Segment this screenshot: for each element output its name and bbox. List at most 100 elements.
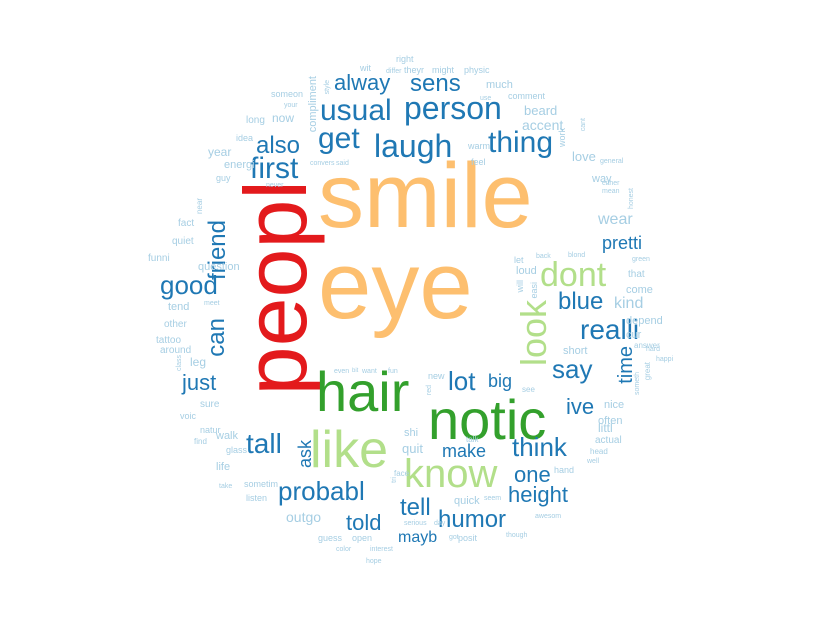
word-make: make xyxy=(442,441,487,461)
word-even: even xyxy=(334,368,350,375)
word-love: love xyxy=(572,149,596,164)
word-peopl: peopl xyxy=(226,180,325,396)
word-head: head xyxy=(590,447,608,456)
word-natur: natur xyxy=(200,425,221,435)
word-new: new xyxy=(428,371,445,381)
word-never: never xyxy=(266,182,284,189)
word-short: short xyxy=(563,345,588,357)
word-kind: kind xyxy=(614,295,644,312)
word-realli: realli xyxy=(580,314,640,345)
word-either: either xyxy=(602,180,620,187)
word-take: take xyxy=(219,483,233,490)
word-ive: ive xyxy=(566,394,595,419)
word-listen: listen xyxy=(246,493,268,503)
word-back: back xyxy=(536,253,551,260)
word-green: green xyxy=(632,256,650,263)
word-interest: interest xyxy=(370,546,393,553)
word-comment: comment xyxy=(508,91,546,101)
word-walk: walk xyxy=(216,430,239,442)
word-long: long xyxy=(246,115,265,126)
word-will: will xyxy=(515,280,525,293)
word-general: general xyxy=(600,158,624,165)
word-nice: nice xyxy=(604,399,625,411)
word-loud: loud xyxy=(516,265,537,277)
word-told: told xyxy=(346,510,382,535)
word-quit: quit xyxy=(402,441,423,456)
word-usual: usual xyxy=(320,94,392,127)
word-near: near xyxy=(195,198,204,215)
word-littl: littl xyxy=(598,421,613,435)
word-awesom: awesom xyxy=(535,513,562,520)
word-much: much xyxy=(486,79,513,91)
word-dont: dont xyxy=(540,256,607,294)
word-open: open xyxy=(352,533,373,543)
word-also: also xyxy=(256,132,301,159)
word-tend: tend xyxy=(168,301,190,313)
word-cant: cant xyxy=(580,118,587,132)
word-sometim: sometim xyxy=(244,479,279,489)
word-smile: smile xyxy=(318,145,533,247)
word-right: right xyxy=(396,54,414,64)
word-year: year xyxy=(208,145,232,159)
word-tell: tell xyxy=(400,494,431,521)
word-day: day xyxy=(434,520,446,527)
word-lot: lot xyxy=(448,366,476,396)
word-life: life xyxy=(216,461,231,473)
word-seem: seem xyxy=(484,495,502,502)
word-easi: easi xyxy=(529,282,539,299)
word-hand: hand xyxy=(554,465,575,475)
word-compliment: compliment xyxy=(307,76,319,133)
word-shi: shi xyxy=(404,427,419,439)
word-energi: energi xyxy=(224,159,255,171)
word-tri: tri xyxy=(391,477,398,483)
word-ask: ask xyxy=(295,440,315,469)
word-now: now xyxy=(272,111,295,125)
word-wear: wear xyxy=(598,211,633,228)
word-mean: mean xyxy=(602,188,620,195)
word-someon: someon xyxy=(271,89,304,99)
word-want: want xyxy=(362,368,377,375)
word-blue: blue xyxy=(558,288,604,315)
word-answer: answer xyxy=(634,341,660,350)
word-use: use xyxy=(480,95,492,102)
word-first: first xyxy=(250,152,299,185)
word-funni: funni xyxy=(148,253,170,264)
word-come: come xyxy=(626,284,653,296)
word-get: get xyxy=(318,122,360,155)
word-thing: thing xyxy=(488,126,554,159)
word-actual: actual xyxy=(595,435,622,446)
word-pretti: pretti xyxy=(602,233,643,253)
word-say: say xyxy=(552,354,593,384)
word-sens: sens xyxy=(410,70,461,97)
word-person: person xyxy=(404,90,502,126)
word-way: way xyxy=(592,173,612,185)
word-hard: hard xyxy=(646,346,661,353)
word-said: said xyxy=(336,160,349,167)
word-wit: wit xyxy=(360,63,371,73)
word-cur: cur xyxy=(626,329,642,341)
word-might: might xyxy=(432,65,455,75)
word-other: other xyxy=(164,319,187,330)
word-let: let xyxy=(514,255,524,265)
word-around: around xyxy=(160,345,192,356)
word-depend: depend xyxy=(626,315,663,327)
word-question: question xyxy=(198,261,240,273)
word-great: great xyxy=(643,362,652,381)
word-theyr: theyr xyxy=(404,65,425,75)
word-feel: feel xyxy=(471,157,486,167)
word-quick: quick xyxy=(454,495,480,507)
word-fact: fact xyxy=(178,218,195,229)
word-fun: fun xyxy=(388,368,398,375)
word-talk: talk xyxy=(466,435,479,444)
word-color: color xyxy=(336,546,352,553)
word-though: though xyxy=(506,532,528,539)
word-look: look xyxy=(513,300,554,367)
word-physic: physic xyxy=(464,65,490,75)
word-blond: blond xyxy=(568,252,586,259)
word-meet: meet xyxy=(204,300,220,307)
word-mayb: mayb xyxy=(398,529,438,546)
word-tattoo: tattoo xyxy=(156,335,182,346)
word-time: time xyxy=(615,346,637,384)
word-alway: alway xyxy=(334,70,391,95)
